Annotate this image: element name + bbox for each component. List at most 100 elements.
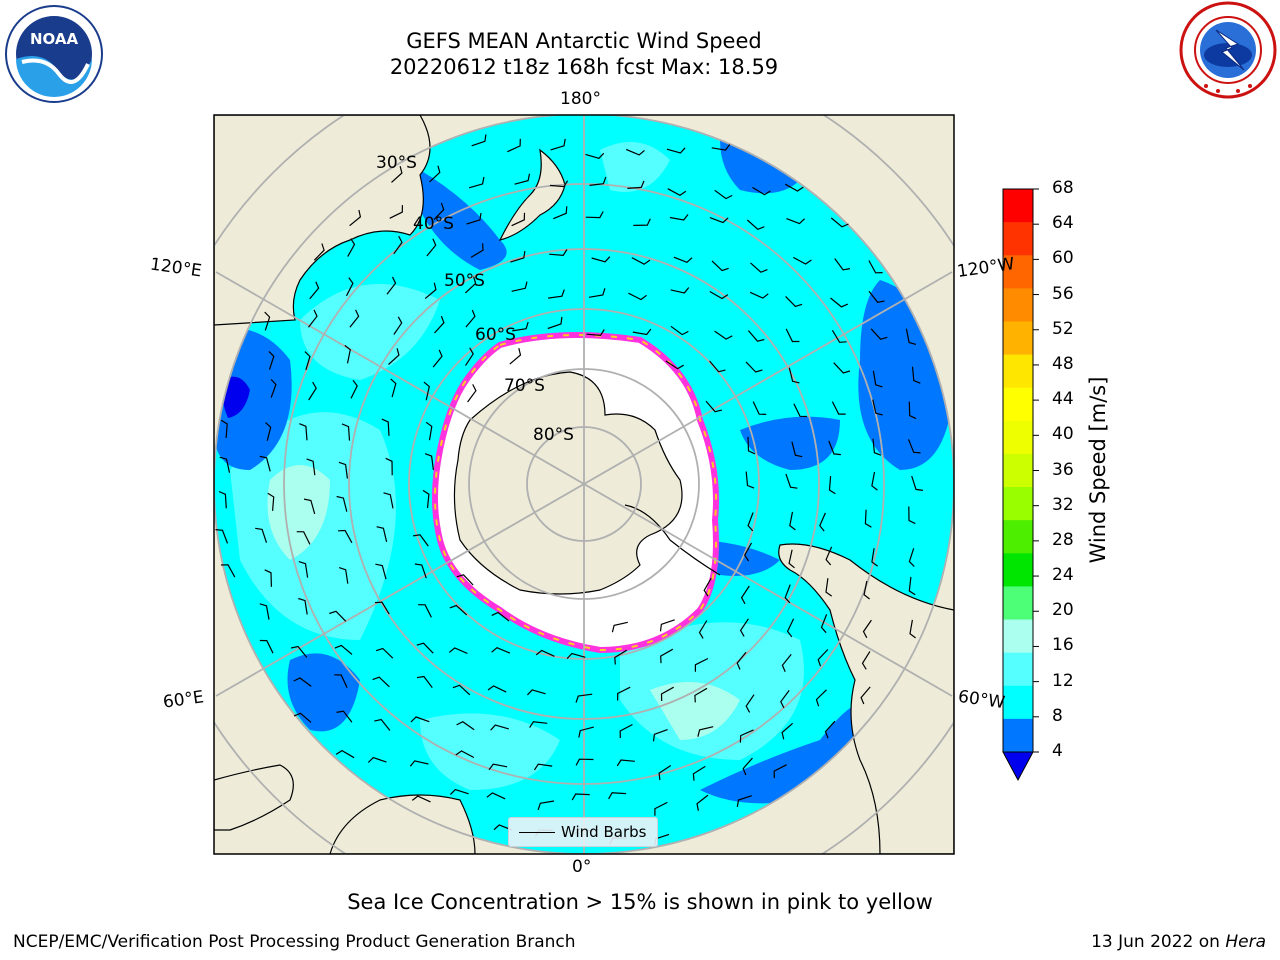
colorbar-underflow-arrow (1002, 751, 1034, 782)
wind-barb (490, 724, 509, 731)
wind-barb (815, 689, 827, 707)
wind-barb (510, 250, 526, 263)
wind-barb (511, 212, 526, 227)
colorbar-segment (1003, 619, 1033, 654)
wind-barb (591, 256, 611, 263)
wind-barb (455, 750, 475, 759)
colorbar-segment (1003, 189, 1033, 223)
colorbar-segment (1003, 487, 1033, 521)
wind-barb (585, 152, 605, 159)
wind-barb (486, 792, 506, 800)
wind-barb (785, 328, 800, 343)
wind-barb (660, 648, 674, 664)
wind-barb (449, 788, 469, 796)
wind-barb (660, 686, 674, 702)
wind-barb (745, 361, 763, 373)
wind-barb (388, 348, 400, 365)
wind-barb (293, 712, 312, 723)
wind-barb (908, 506, 916, 525)
wind-barb (290, 645, 308, 658)
colorbar-segment (1003, 222, 1033, 256)
wind-barb (259, 603, 270, 620)
wind-barb (410, 716, 430, 723)
colorbar-segment (1003, 520, 1033, 554)
wind-barb (381, 418, 390, 436)
wind-barb (860, 686, 871, 705)
lon-label-0: 0° (572, 857, 592, 877)
date-text: 13 Jun 2022 on (1091, 932, 1226, 952)
wind-barb (418, 604, 432, 618)
wind-barb (335, 749, 355, 759)
wind-barb (652, 729, 668, 742)
wind-barb (308, 309, 318, 328)
wind-barb (466, 212, 482, 225)
lat-label-80s: 80°S (533, 425, 574, 445)
wind-barb (566, 652, 586, 660)
wind-barb (298, 561, 309, 578)
wind-zone-12-16 (650, 682, 740, 740)
wind-barb (780, 690, 790, 709)
wind-barb (344, 344, 351, 364)
wind-barb (464, 276, 477, 294)
antarctica (453, 371, 683, 595)
wind-barb (467, 384, 477, 403)
colorbar-segment (1003, 321, 1033, 356)
wind-barb (338, 461, 348, 479)
wind-barb (714, 189, 733, 200)
wind-barb (785, 295, 803, 308)
wind-barb (745, 694, 755, 713)
lat-label-60s: 60°S (475, 325, 516, 345)
wind-barb (608, 792, 627, 800)
wind-barb (264, 311, 271, 331)
wind-barb (334, 674, 348, 688)
wind-barb (861, 651, 871, 670)
wind-barb (334, 644, 353, 655)
colorbar-segment (1003, 553, 1033, 587)
wind-barb (703, 577, 712, 597)
wind-barb (464, 347, 474, 366)
wind-barb (654, 801, 668, 816)
wind-barb (414, 563, 427, 579)
wind-barb (470, 243, 484, 258)
wind-barb (434, 315, 445, 334)
wind-barb (259, 639, 274, 654)
wind-barb (698, 620, 708, 639)
wind-barb (736, 651, 747, 670)
wind-barb (549, 180, 569, 188)
wind-barb (575, 693, 593, 703)
wind-barb (529, 721, 548, 728)
wind-barb (669, 214, 689, 221)
wind-barb (793, 256, 812, 265)
map-legend: Wind Barbs (508, 817, 658, 847)
wind-barb (789, 511, 796, 531)
wind-barb (432, 349, 443, 368)
wind-barb (329, 610, 347, 622)
wind-barb (785, 473, 798, 489)
wind-barb (488, 763, 508, 771)
sea-ice-note: Sea Ice Concentration > 15% is shown in … (347, 890, 933, 914)
colorbar-segment (1003, 586, 1033, 621)
wind-barb (456, 721, 475, 731)
wind-barb (426, 238, 437, 257)
wind-barb (736, 795, 752, 808)
map-frame (213, 114, 955, 855)
wind-barb (908, 548, 915, 567)
map-title: GEFS MEAN Antarctic Wind Speed (406, 29, 762, 53)
wind-barb (588, 288, 606, 298)
wind-barb (659, 619, 675, 632)
colorbar-segment (1003, 718, 1033, 753)
wind-barb (864, 509, 872, 528)
colorbar-tick-label: 36 (1052, 459, 1074, 480)
wind-barb (386, 276, 397, 295)
wind-barb (349, 209, 362, 227)
wind-barb (619, 723, 633, 739)
wind-barb (666, 147, 686, 154)
wind-barb (309, 281, 320, 300)
wind-barb (526, 689, 546, 696)
colorbar-tick-label: 8 (1052, 705, 1063, 726)
wind-barb (739, 618, 749, 637)
colorbar-segment (1003, 652, 1033, 687)
wind-barb (911, 366, 921, 384)
wind-barb (628, 292, 647, 301)
wind-barb (374, 718, 391, 731)
